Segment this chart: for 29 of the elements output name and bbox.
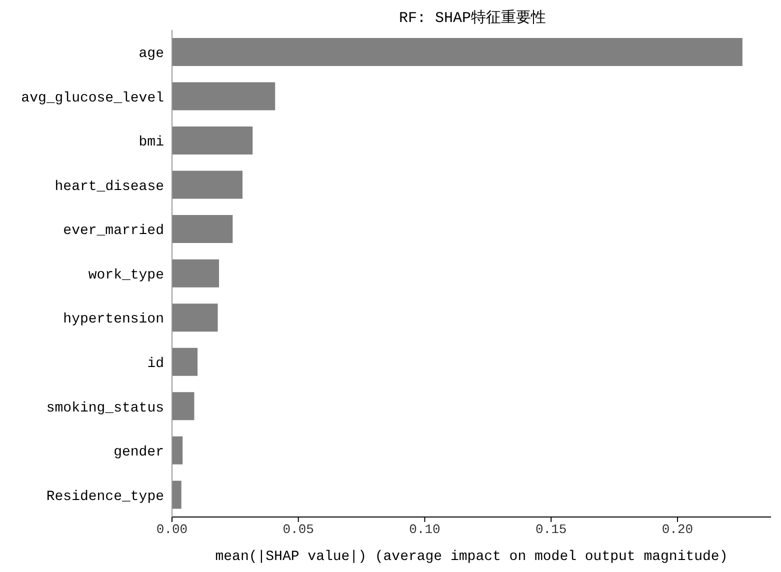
bar — [172, 348, 198, 376]
y-tick-label: ever_married — [63, 223, 164, 240]
x-tick-label: 0.10 — [409, 522, 440, 538]
y-tick-label: hypertension — [63, 312, 164, 328]
y-tick-label: gender — [114, 444, 164, 461]
bar — [172, 215, 233, 244]
y-tick-label: work_type — [88, 267, 164, 284]
x-tick-label: 0.00 — [156, 522, 188, 538]
y-tick-label: heart_disease — [54, 178, 164, 195]
bar — [172, 38, 742, 66]
y-tick-label: age — [138, 46, 164, 62]
y-tick-label: smoking_status — [46, 400, 164, 416]
x-tick-label: 0.05 — [282, 522, 314, 538]
bar — [172, 259, 220, 288]
bar — [172, 436, 183, 464]
bar — [172, 304, 218, 332]
chart-title: RF: SHAP特征重要性 — [398, 8, 547, 27]
x-axis-title: mean(|SHAP value|) (average impact on model output magnitude) — [215, 549, 728, 565]
x-tick-label: 0.20 — [662, 522, 694, 538]
x-tick-label: 0.15 — [536, 522, 567, 538]
y-tick-label: Residence_type — [46, 488, 164, 505]
bar — [172, 170, 243, 199]
bar — [172, 126, 253, 155]
bar — [172, 82, 276, 110]
y-tick-label: avg_glucose_level — [21, 90, 164, 106]
y-tick-label: id — [147, 356, 164, 372]
bar — [172, 392, 194, 420]
y-tick-label: bmi — [138, 134, 164, 151]
bar — [172, 480, 182, 509]
